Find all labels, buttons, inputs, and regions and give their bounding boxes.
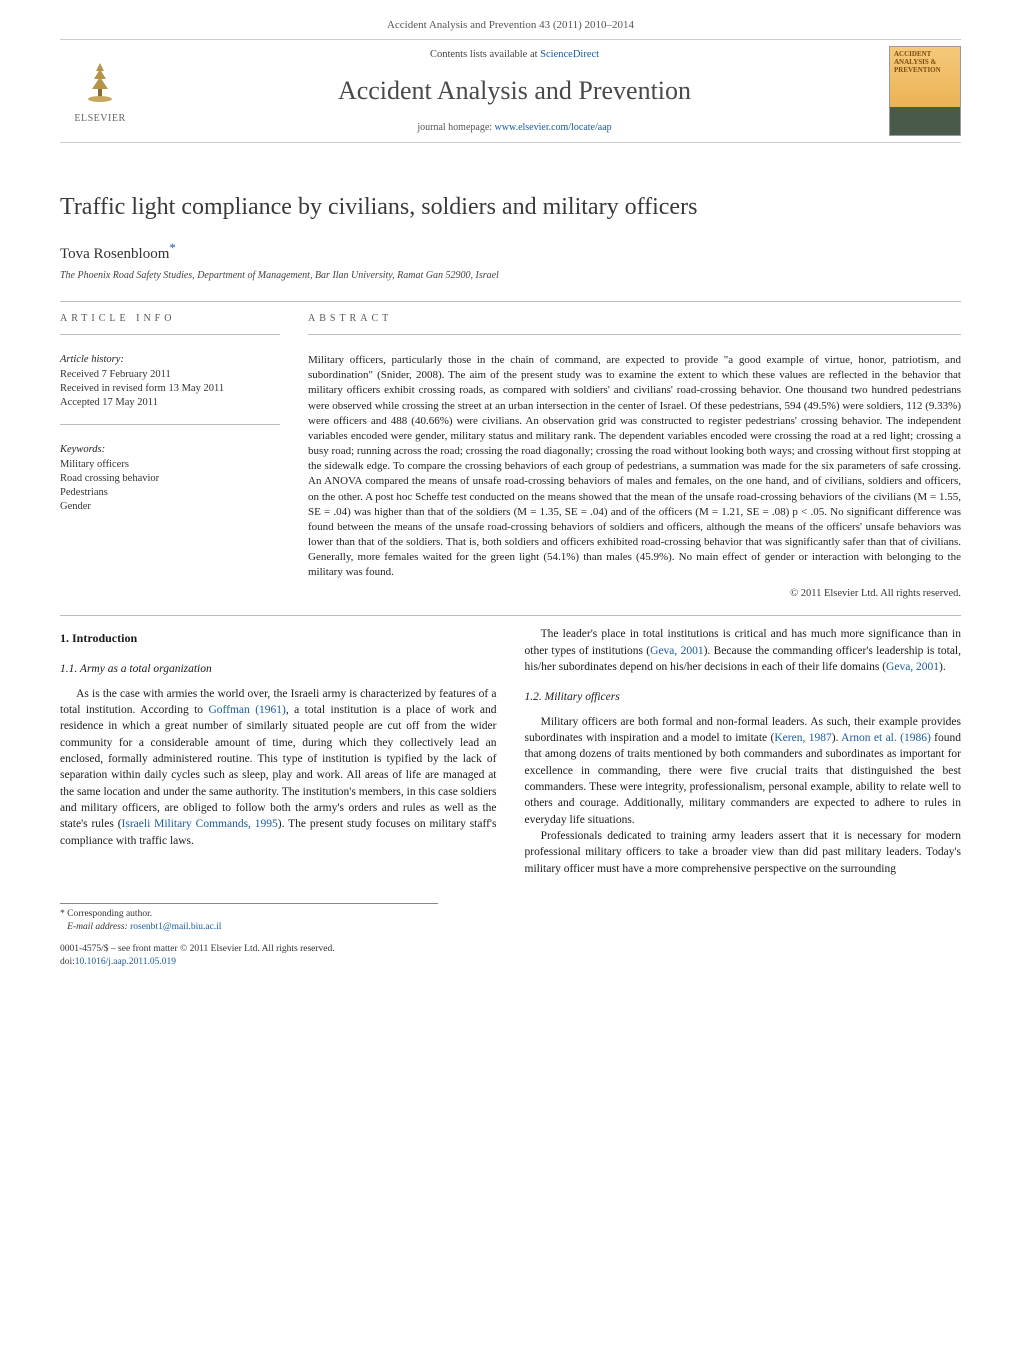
subsection-heading: 1.1. Army as a total organization xyxy=(60,661,497,677)
section-title: Introduction xyxy=(72,631,137,645)
paragraph: As is the case with armies the world ove… xyxy=(60,686,497,849)
publisher-logo: ELSEVIER xyxy=(60,57,140,127)
history-received: Received 7 February 2011 xyxy=(60,368,280,382)
subsection-heading: 1.2. Military officers xyxy=(525,689,962,705)
footnote-block: * Corresponding author. E-mail address: … xyxy=(60,903,438,934)
body-columns: 1. Introduction 1.1. Army as a total org… xyxy=(60,626,961,877)
article-info-column: article info Article history: Received 7… xyxy=(60,312,280,601)
journal-header-band: ELSEVIER Contents lists available at Sci… xyxy=(60,39,961,143)
author-email-link[interactable]: rosenbt1@mail.biu.ac.il xyxy=(130,922,221,932)
email-line: E-mail address: rosenbt1@mail.biu.ac.il xyxy=(60,921,438,934)
citation-link[interactable]: Geva, 2001 xyxy=(650,645,703,657)
history-label: Article history: xyxy=(60,353,280,368)
article-info-heading: article info xyxy=(60,312,280,326)
subsection-num: 1.1. xyxy=(60,663,77,675)
author-line: Tova Rosenbloom* xyxy=(60,239,961,265)
paragraph: Military officers are both formal and no… xyxy=(525,714,962,828)
journal-name: Accident Analysis and Prevention xyxy=(140,73,889,109)
email-label: E-mail address: xyxy=(67,922,128,932)
citation-link[interactable]: Keren, 1987 xyxy=(774,732,831,744)
elsevier-tree-icon xyxy=(76,57,124,105)
contents-line: Contents lists available at ScienceDirec… xyxy=(140,48,889,63)
abstract-copyright: © 2011 Elsevier Ltd. All rights reserved… xyxy=(308,587,961,602)
author-name: Tova Rosenbloom xyxy=(60,246,169,262)
abstract-rule xyxy=(308,334,961,335)
citation-link[interactable]: Arnon et al. (1986) xyxy=(841,732,931,744)
contents-prefix: Contents lists available at xyxy=(430,49,540,60)
subsection-title: Army as a total organization xyxy=(80,663,212,675)
keyword: Military officers xyxy=(60,458,280,472)
running-head-text: Accident Analysis and Prevention 43 (201… xyxy=(387,19,634,31)
subsection-num: 1.2. xyxy=(525,691,542,703)
keyword: Pedestrians xyxy=(60,486,280,500)
section-heading: 1. Introduction xyxy=(60,630,497,647)
info-rule xyxy=(60,334,280,335)
history-revised: Received in revised form 13 May 2011 xyxy=(60,382,280,396)
kw-rule xyxy=(60,424,280,425)
citation-link[interactable]: Israeli Military Commands, 1995 xyxy=(122,818,278,830)
corresponding-author-note: * Corresponding author. xyxy=(60,908,438,921)
history-accepted: Accepted 17 May 2011 xyxy=(60,396,280,410)
running-head: Accident Analysis and Prevention 43 (201… xyxy=(0,0,1021,39)
rule-bottom-abstract xyxy=(60,615,961,616)
subsection-title: Military officers xyxy=(545,691,620,703)
paragraph: The leader's place in total institutions… xyxy=(525,626,962,675)
journal-cover-thumbnail: ACCIDENT ANALYSIS & PREVENTION xyxy=(889,46,961,136)
doi-link[interactable]: 10.1016/j.aap.2011.05.019 xyxy=(75,957,176,967)
info-abstract-row: article info Article history: Received 7… xyxy=(60,312,961,601)
sciencedirect-link[interactable]: ScienceDirect xyxy=(540,49,599,60)
citation-link[interactable]: Goffman (1961) xyxy=(208,704,285,716)
bottom-meta: 0001-4575/$ – see front matter © 2011 El… xyxy=(60,943,961,969)
abstract-heading: abstract xyxy=(308,312,961,326)
doi-line: doi:10.1016/j.aap.2011.05.019 xyxy=(60,956,961,969)
corresponding-marker: * xyxy=(169,240,176,255)
citation-link[interactable]: Geva, 2001 xyxy=(886,661,939,673)
homepage-link[interactable]: www.elsevier.com/locate/aap xyxy=(495,122,612,133)
keyword: Road crossing behavior xyxy=(60,472,280,486)
abstract-text: Military officers, particularly those in… xyxy=(308,353,961,581)
homepage-prefix: journal homepage: xyxy=(417,122,494,133)
section-num: 1. xyxy=(60,631,69,645)
cover-title: ACCIDENT ANALYSIS & PREVENTION xyxy=(894,51,956,74)
keyword: Gender xyxy=(60,500,280,514)
publisher-name: ELSEVIER xyxy=(60,112,140,126)
paragraph: Professionals dedicated to training army… xyxy=(525,828,962,877)
journal-homepage-line: journal homepage: www.elsevier.com/locat… xyxy=(140,121,889,135)
rule-top xyxy=(60,301,961,302)
doi-label: doi: xyxy=(60,957,75,967)
header-center: Contents lists available at ScienceDirec… xyxy=(140,48,889,135)
issn-line: 0001-4575/$ – see front matter © 2011 El… xyxy=(60,943,961,956)
author-affiliation: The Phoenix Road Safety Studies, Departm… xyxy=(60,269,961,283)
keywords-label: Keywords: xyxy=(60,443,280,458)
abstract-column: abstract Military officers, particularly… xyxy=(308,312,961,601)
article-title: Traffic light compliance by civilians, s… xyxy=(60,191,961,225)
